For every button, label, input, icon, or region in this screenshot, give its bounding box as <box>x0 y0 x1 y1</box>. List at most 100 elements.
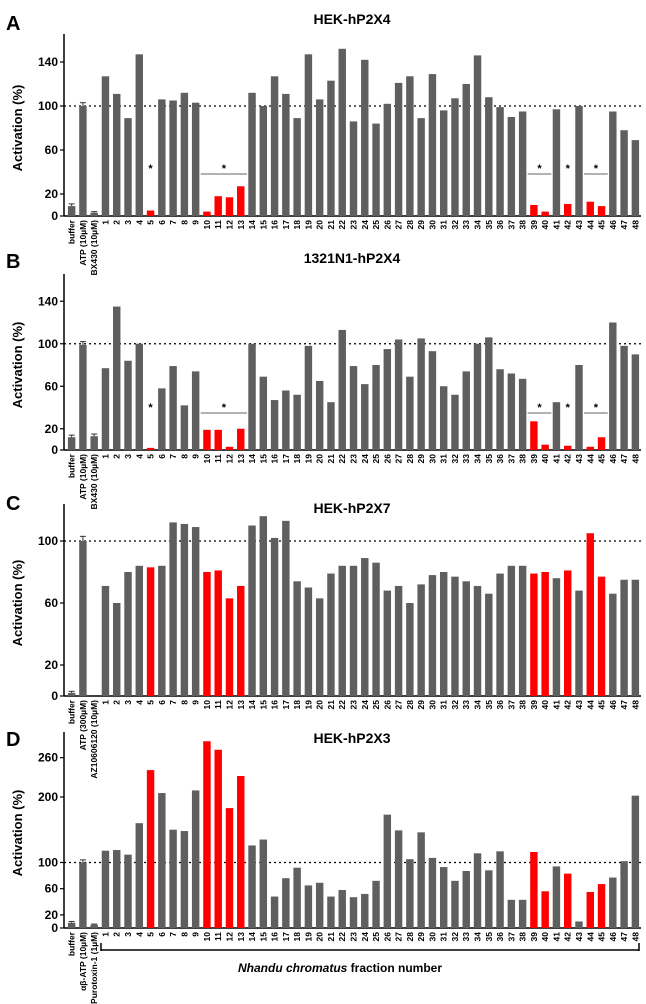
fraction-bar <box>530 852 537 928</box>
fraction-bar <box>316 99 323 216</box>
x-tick-label: 25 <box>371 220 381 230</box>
fraction-bar <box>214 570 221 696</box>
control-bar <box>79 106 86 216</box>
fraction-bar <box>327 81 334 216</box>
fraction-bar <box>305 54 312 216</box>
x-tick-label: 15 <box>258 932 268 942</box>
fraction-bar <box>564 874 571 928</box>
fraction-bar <box>136 823 143 928</box>
shared-xlabel-text: Nhandu chromatus fraction number <box>238 961 442 975</box>
fraction-bar <box>463 871 470 928</box>
significance-mark: * <box>566 163 571 175</box>
y-tick-label: 140 <box>38 294 58 308</box>
fraction-bar <box>575 921 582 928</box>
fraction-bar <box>429 575 436 696</box>
x-tick-label: 38 <box>518 454 528 464</box>
x-tick-label: 47 <box>619 220 629 230</box>
x-tick-label: 31 <box>439 932 449 942</box>
fraction-bar <box>406 76 413 216</box>
fraction-bar <box>519 900 526 928</box>
x-tick-label: 28 <box>405 700 415 710</box>
x-tick-label: 16 <box>270 220 280 230</box>
fraction-bar <box>609 878 616 928</box>
x-tick-label: 24 <box>360 700 370 710</box>
x-tick-label: 19 <box>303 932 313 942</box>
y-tick-label: 140 <box>38 55 58 69</box>
x-tick-label: 29 <box>416 700 426 710</box>
fraction-bar <box>620 580 627 696</box>
fraction-bar <box>564 446 571 450</box>
fraction-bar <box>519 566 526 696</box>
x-tick-label: 29 <box>416 220 426 230</box>
x-tick-label: 1 <box>100 454 110 459</box>
fraction-bar <box>440 572 447 696</box>
x-tick-label: 19 <box>303 220 313 230</box>
fraction-bar <box>248 526 255 697</box>
control-label: Purotoxin-1 (1µM) <box>89 932 99 1004</box>
fraction-bar <box>575 591 582 696</box>
x-tick-label: 20 <box>315 932 325 942</box>
fraction-bar <box>598 577 605 696</box>
x-tick-label: 40 <box>540 454 550 464</box>
fraction-bar <box>440 867 447 928</box>
fraction-bar <box>609 594 616 696</box>
fraction-bar <box>169 830 176 928</box>
fraction-bar <box>305 588 312 697</box>
control-bar <box>68 923 75 928</box>
x-tick-label: 13 <box>236 932 246 942</box>
x-tick-label: 26 <box>382 454 392 464</box>
fraction-bar <box>553 578 560 696</box>
fraction-bar <box>237 186 244 216</box>
shared-xlabel: Nhandu chromatus fraction number <box>101 943 639 975</box>
fraction-bar <box>113 307 120 450</box>
x-tick-label: 37 <box>506 220 516 230</box>
x-tick-label: 39 <box>529 700 539 710</box>
fraction-bar <box>553 109 560 216</box>
fraction-bar <box>260 840 267 928</box>
x-tick-label: 19 <box>303 700 313 710</box>
control-label: buffer <box>67 453 77 478</box>
significance-mark: * <box>594 402 599 414</box>
control-label: BX430 (10µM) <box>89 454 99 510</box>
control-bar <box>68 693 75 696</box>
fraction-bar <box>136 54 143 216</box>
control-label: αβ-ATP (10µM) <box>78 932 88 991</box>
x-tick-label: 48 <box>630 932 640 942</box>
fraction-bar <box>147 448 154 450</box>
fraction-bar <box>530 205 537 216</box>
fraction-bar <box>372 881 379 928</box>
x-tick-label: 47 <box>619 454 629 464</box>
fraction-bar <box>214 750 221 928</box>
x-tick-label: 8 <box>179 454 189 459</box>
x-tick-label: 20 <box>315 700 325 710</box>
fraction-bar <box>327 402 334 450</box>
fraction-bar <box>237 586 244 696</box>
control-bar <box>79 345 86 450</box>
x-tick-label: 22 <box>337 700 347 710</box>
fraction-bar <box>519 112 526 217</box>
fraction-bar <box>587 202 594 216</box>
fraction-bar <box>316 598 323 696</box>
fraction-bar <box>463 581 470 696</box>
x-tick-label: 44 <box>585 220 595 230</box>
x-tick-label: 48 <box>630 454 640 464</box>
y-axis-label: Activation (%) <box>10 790 25 877</box>
x-tick-label: 37 <box>506 932 516 942</box>
x-tick-label: 36 <box>495 220 505 230</box>
x-tick-label: 16 <box>270 454 280 464</box>
x-tick-label: 28 <box>405 220 415 230</box>
panel-title: HEK-hP2X4 <box>313 11 390 27</box>
fraction-bar <box>417 584 424 696</box>
fraction-bar <box>587 447 594 450</box>
fraction-bar <box>429 351 436 450</box>
fraction-bar <box>282 94 289 216</box>
x-tick-label: 25 <box>371 454 381 464</box>
fraction-bar <box>395 830 402 928</box>
x-tick-label: 28 <box>405 932 415 942</box>
fraction-bar <box>214 196 221 216</box>
y-tick-label: 0 <box>51 689 58 703</box>
control-label: buffer <box>67 219 77 244</box>
y-tick-label: 100 <box>38 534 58 548</box>
fraction-bar <box>541 212 548 216</box>
fraction-bar <box>541 445 548 450</box>
